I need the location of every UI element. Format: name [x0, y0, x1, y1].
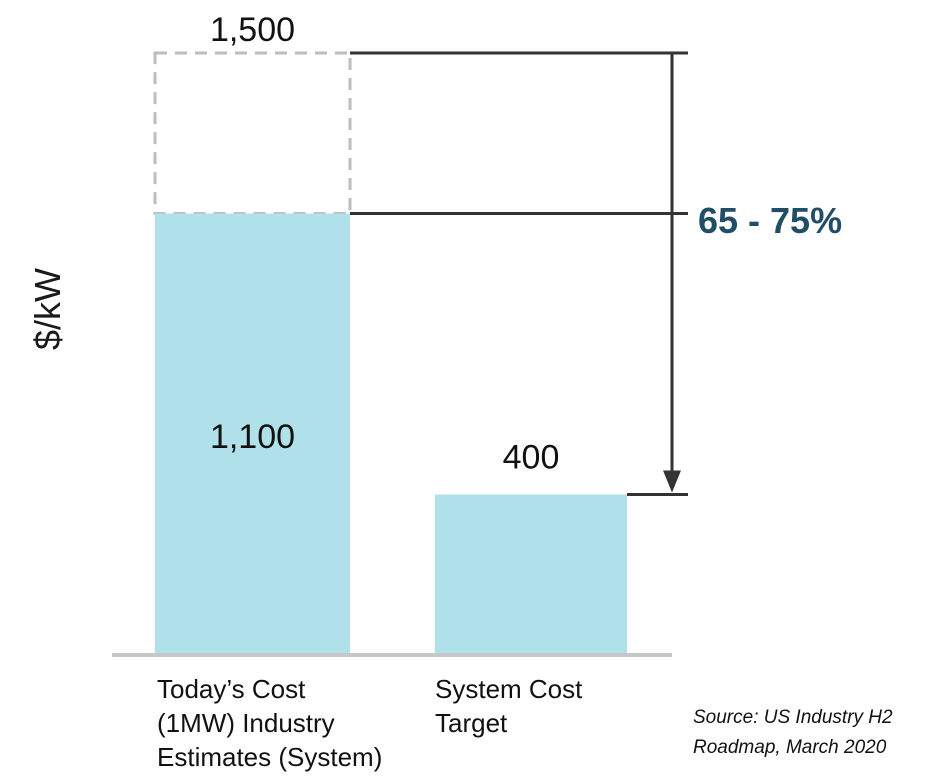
previous-cost-outline — [153, 51, 352, 216]
x-tick-label-todays-cost: Today’s Cost (1MW) Industry Estimates (S… — [157, 674, 383, 772]
y-axis-label: $/kW — [27, 267, 68, 350]
reduction-percentage-label: 65 - 75% — [698, 200, 843, 241]
bar-todays-cost — [155, 213, 350, 656]
source-note: Source: US Industry H2 Roadmap, March 20… — [693, 707, 893, 758]
x-tick-label-system-cost-target: System Cost Target — [435, 674, 583, 738]
data-label-400: 400 — [503, 438, 560, 476]
data-label-1500: 1,500 — [210, 11, 295, 49]
reduction-arrow-head — [663, 470, 681, 493]
bar-system-cost-target — [435, 494, 627, 655]
data-label-1100: 1,100 — [210, 418, 295, 456]
